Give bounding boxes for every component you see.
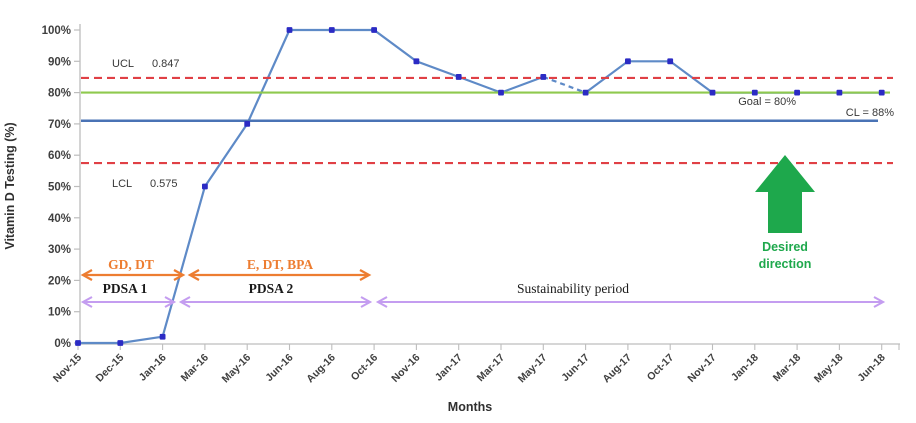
x-tick-label: Mar-16: [179, 352, 212, 385]
x-tick-label: May-18: [812, 352, 846, 386]
data-point-Jan-17: [455, 74, 462, 80]
data-point-Oct-16: [371, 27, 377, 33]
y-tick-label: 40%: [48, 213, 71, 225]
x-tick-label: Mar-18: [771, 352, 804, 385]
phase-arrow-3-left-arrowhead-icon: [375, 296, 388, 308]
x-tick-label: Aug-16: [304, 352, 338, 386]
data-point-Mar-16: [202, 183, 208, 190]
x-tick-label: Nov-17: [685, 352, 718, 385]
data-point-May-17: [540, 74, 547, 80]
x-tick-label: Jun-17: [559, 352, 592, 385]
y-tick-label: 50%: [48, 182, 71, 194]
phase-arrow-2-right-arrowhead-icon: [360, 296, 373, 308]
data-point-Nov-16: [413, 58, 420, 65]
x-tick-label: Aug-17: [600, 352, 634, 386]
x-tick-label: Jun-18: [855, 352, 888, 385]
data-point-Mar-17: [498, 89, 504, 96]
lcl-value-label: 0.575: [150, 178, 178, 190]
lcl-label: LCL: [112, 178, 132, 190]
data-point-Aug-17: [625, 58, 631, 65]
phase-arrow-1-right-arrowhead-icon: [164, 296, 177, 308]
x-tick-label: Jan-17: [433, 352, 465, 384]
phase-label-3: Sustainability period: [517, 281, 629, 296]
data-point-Jan-16: [159, 333, 166, 340]
x-tick-label: May-16: [220, 352, 254, 386]
x-tick-label: Nov-16: [389, 352, 422, 385]
series-line-dashed: [542, 75, 586, 94]
tools-arrow-1-left-arrowhead-icon: [80, 268, 93, 282]
y-tick-label: 100%: [42, 25, 71, 37]
x-tick-label: Jun-16: [263, 352, 296, 385]
y-tick-label: 90%: [48, 56, 71, 68]
tools-arrow-1-right-arrowhead-icon: [173, 268, 186, 282]
desired-direction-label-line2: direction: [759, 257, 812, 271]
x-tick-label: Mar-17: [475, 352, 508, 385]
phase-arrow-2-left-arrowhead-icon: [178, 296, 191, 308]
tools-arrow-2-right-arrowhead-icon: [359, 268, 372, 282]
goal-label: Goal = 80%: [738, 96, 796, 108]
data-point-Jun-16: [286, 27, 293, 33]
phase-label-2: PDSA 2: [249, 281, 294, 296]
x-tick-label: Dec-15: [94, 352, 127, 385]
y-tick-label: 70%: [48, 119, 71, 131]
desired-direction-label-line1: Desired: [762, 240, 808, 254]
data-point-Nov-17: [709, 89, 716, 96]
tools-arrow-2-left-arrowhead-icon: [187, 268, 200, 282]
y-axis-title: Vitamin D Testing (%): [3, 122, 17, 249]
x-tick-label: May-17: [516, 352, 550, 386]
series-line: [78, 28, 544, 345]
x-tick-label: Nov-15: [51, 352, 84, 385]
y-tick-label: 10%: [48, 307, 71, 319]
y-tick-label: 60%: [48, 150, 71, 162]
desired-direction-arrow-icon: [755, 155, 815, 233]
tools-label-2: E, DT, BPA: [247, 257, 314, 272]
x-tick-label: Jan-18: [729, 352, 761, 384]
x-tick-label: Jan-16: [137, 352, 169, 384]
y-tick-label: 30%: [48, 244, 71, 256]
phase-label-1: PDSA 1: [103, 281, 148, 296]
data-point-Oct-17: [667, 58, 674, 65]
data-point-Jan-18: [751, 89, 758, 96]
data-point-Dec-15: [117, 340, 124, 346]
x-tick-label: Oct-16: [349, 352, 381, 384]
y-tick-label: 20%: [48, 275, 71, 287]
data-point-Jun-17: [582, 89, 589, 96]
data-point-Nov-15: [75, 340, 81, 346]
data-point-May-18: [836, 89, 843, 96]
x-tick-label: Oct-17: [645, 352, 677, 384]
y-tick-label: 80%: [48, 88, 71, 100]
data-point-May-16: [244, 121, 251, 127]
tools-label-1: GD, DT: [108, 257, 154, 272]
data-point-Aug-16: [328, 27, 335, 33]
ucl-label: UCL: [112, 58, 134, 70]
cl-label: CL = 88%: [846, 107, 894, 119]
x-axis-title: Months: [448, 400, 492, 414]
ucl-value-label: 0.847: [152, 58, 180, 70]
data-point-Mar-18: [794, 89, 800, 96]
phase-arrow-3-right-arrowhead-icon: [873, 296, 886, 308]
phase-arrow-1-left-arrowhead-icon: [80, 296, 93, 308]
y-tick-label: 0%: [54, 338, 71, 350]
data-point-Jun-18: [878, 89, 885, 96]
